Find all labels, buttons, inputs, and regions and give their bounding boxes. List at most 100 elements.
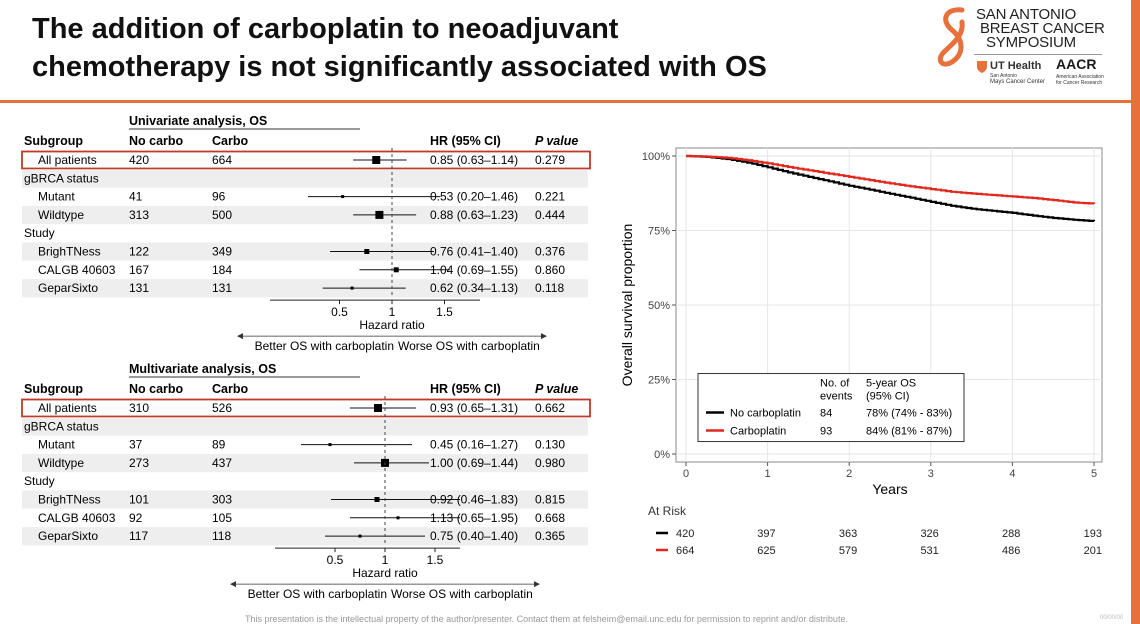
- column-header: No carbo: [129, 382, 184, 396]
- subgroup-header: gBRCA status: [24, 171, 99, 185]
- hr-ci-text: 1.13 (0.65–1.95): [430, 511, 518, 525]
- hr-ci-text: 0.75 (0.40–1.40): [430, 529, 518, 543]
- hr-ci-text: 0.92 (0.46–1.83): [430, 493, 518, 507]
- hr-point: [374, 404, 382, 412]
- column-header: Carbo: [212, 134, 248, 148]
- no-carbo-count: 92: [129, 511, 143, 525]
- hr-axis-tick-label: 0.5: [331, 305, 348, 319]
- column-header: HR (95% CI): [430, 134, 501, 148]
- forest-plot-univariate: Univariate analysis, OS Subgroup No carbo C…: [21, 114, 591, 353]
- kaplan-meier-chart: 0% 25% 50% 75% 100% 0 1 2 3 4 5 Years Overall surviv…: [619, 147, 1103, 557]
- row-stripe: [22, 242, 588, 261]
- no-carbo-count: 37: [129, 438, 143, 452]
- row-stripe: [22, 453, 588, 473]
- subgroup-label: All patients: [38, 153, 97, 167]
- p-value: 0.279: [535, 153, 565, 167]
- hr-point: [328, 443, 332, 447]
- row-stripe: [22, 490, 588, 509]
- x-tick-label: 3: [928, 468, 934, 480]
- hr-axis-tick-label: 1: [389, 305, 396, 319]
- y-tick-label: 75%: [648, 226, 670, 238]
- favor-right-label: Worse OS with carboplatin: [398, 339, 540, 353]
- p-value: 0.860: [535, 263, 565, 277]
- p-value: 0.130: [535, 438, 565, 452]
- row-stripe: [22, 279, 588, 298]
- subgroup-label: Mutant: [38, 438, 75, 452]
- hr-axis-label: Hazard ratio: [352, 566, 418, 580]
- slide-title: The addition of carboplatin to neoadjuva…: [32, 10, 912, 86]
- legend-col-os-2: (95% CI): [866, 391, 909, 403]
- carbo-count: 89: [212, 438, 226, 452]
- sabcs-logo: SAN ANTONIO BREAST CANCER SYMPOSIUM UT H…: [934, 4, 1110, 94]
- y-tick-label: 25%: [648, 375, 670, 387]
- aacr-sub-1: American Association: [1056, 74, 1104, 80]
- y-axis-label: Overall survival proportion: [619, 224, 635, 387]
- at-risk-count: 326: [920, 528, 938, 540]
- forest-title: Univariate analysis, OS: [129, 114, 267, 128]
- hr-ci-text: 1.00 (0.69–1.44): [430, 456, 518, 470]
- hr-ci-text: 0.53 (0.20–1.46): [430, 190, 518, 204]
- favor-right-label: Worse OS with carboplatin: [391, 587, 533, 601]
- p-value: 0.221: [535, 190, 565, 204]
- p-value: 0.365: [535, 529, 565, 543]
- no-carbo-count: 131: [129, 281, 149, 295]
- at-risk-label: At Risk: [648, 504, 687, 518]
- hr-ci-text: 0.93 (0.65–1.31): [430, 401, 518, 415]
- at-risk-count: 288: [1002, 528, 1020, 540]
- carbo-count: 664: [212, 153, 232, 167]
- row-stripe: [22, 169, 588, 188]
- ut-health-sub-2: Mays Cancer Center: [990, 79, 1046, 85]
- slide-edge-bar: [1131, 0, 1140, 624]
- highlight-box: [21, 398, 591, 418]
- no-carbo-count: 122: [129, 245, 149, 259]
- hr-ci-text: 0.88 (0.63–1.23): [430, 208, 518, 222]
- logo-line-2: BREAST CANCER: [980, 20, 1105, 37]
- hr-point: [375, 210, 384, 219]
- forest-plots: Univariate analysis, OS Subgroup No carbo C…: [21, 114, 591, 601]
- carbo-count: 96: [212, 190, 226, 204]
- p-value: 0.376: [535, 245, 565, 259]
- no-carbo-count: 420: [129, 153, 149, 167]
- subgroup-label: Mutant: [38, 190, 75, 204]
- x-axis-label: Years: [872, 481, 907, 497]
- column-header: Carbo: [212, 382, 248, 396]
- hr-point: [350, 286, 354, 290]
- column-header: No carbo: [129, 134, 184, 148]
- hr-ci-text: 0.45 (0.16–1.27): [430, 438, 518, 452]
- slide-title-line-1: The addition of carboplatin to neoadjuva…: [32, 13, 619, 45]
- no-carbo-count: 117: [129, 529, 148, 543]
- km-curve-no-carboplatin: [686, 154, 1096, 222]
- y-tick-label: 50%: [648, 300, 670, 312]
- carbo-count: 105: [212, 511, 232, 525]
- logo-line-3: SYMPOSIUM: [986, 34, 1076, 51]
- subgroup-label: GeparSixto: [38, 281, 98, 295]
- row-stripe: [22, 205, 588, 225]
- ut-health-label: UT Health: [990, 60, 1042, 72]
- subgroup-label: Wildtype: [38, 208, 84, 222]
- hr-ci-text: 0.85 (0.63–1.14): [430, 153, 518, 167]
- hr-point: [374, 497, 380, 502]
- subgroup-label: Wildtype: [38, 456, 84, 470]
- x-tick-label: 2: [846, 468, 852, 480]
- subgroup-label: CALGB 40603: [38, 263, 116, 277]
- hr-point: [358, 534, 362, 538]
- slide-number: 00/00/00: [1100, 615, 1124, 621]
- subgroup-label: BrighTNess: [38, 493, 101, 507]
- at-risk-count: 420: [676, 528, 694, 540]
- no-carbo-count: 313: [129, 208, 149, 222]
- at-risk-count: 193: [1084, 528, 1102, 540]
- subgroup-label: CALGB 40603: [38, 511, 116, 525]
- aacr-sub-2: for Cancer Research: [1056, 80, 1103, 86]
- column-header: P value: [535, 134, 578, 148]
- footer-disclaimer: This presentation is the intellectual pr…: [245, 614, 848, 624]
- hr-ci-text: 1.04 (0.69–1.55): [430, 263, 518, 277]
- p-value: 0.815: [535, 493, 565, 507]
- legend-box: [697, 373, 965, 443]
- p-value: 0.662: [535, 401, 565, 415]
- row-stripe: [22, 417, 588, 436]
- carbo-count: 131: [212, 281, 232, 295]
- favor-arrow-left-head: [237, 333, 243, 340]
- hr-point: [364, 249, 370, 254]
- logo-divider: [974, 54, 1102, 55]
- hr-axis-tick-label: 1: [382, 553, 389, 567]
